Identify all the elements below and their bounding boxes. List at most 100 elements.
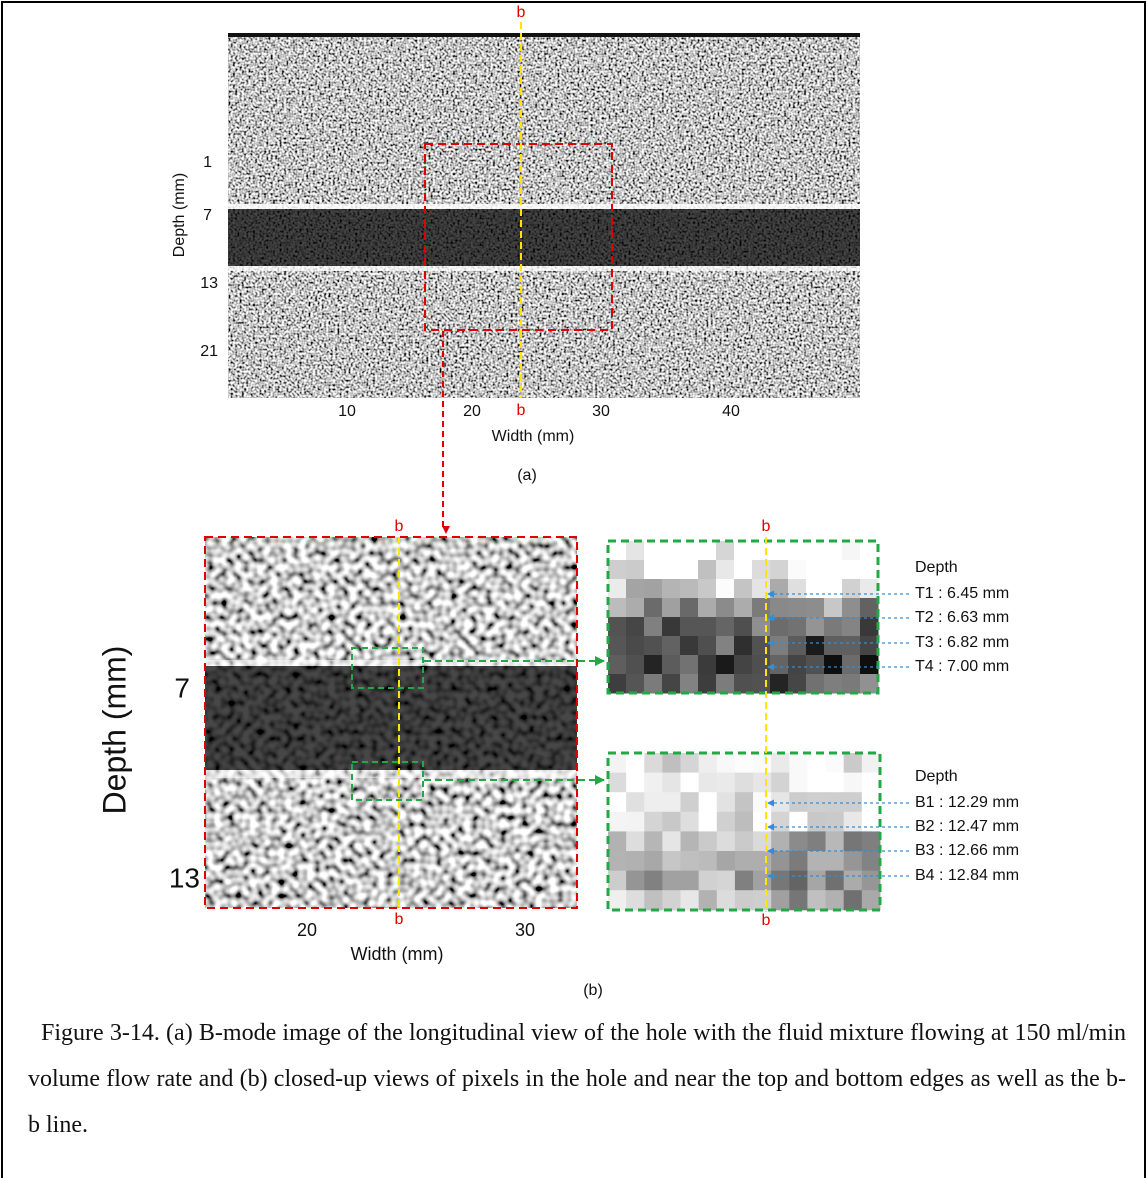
- pixel: [771, 890, 790, 911]
- pixel: [644, 541, 663, 561]
- pixel: [680, 636, 699, 656]
- pixel: [608, 753, 627, 774]
- pixel-grid-bottom: [608, 753, 881, 911]
- pixel: [734, 753, 754, 774]
- pixel: [662, 579, 681, 599]
- pixel: [807, 811, 827, 832]
- pixel: [734, 541, 753, 561]
- pixel: [843, 851, 863, 872]
- pixel: [824, 674, 843, 694]
- pixel: [626, 811, 645, 832]
- pixel: [662, 617, 681, 637]
- pixel: [662, 655, 681, 675]
- pixel: [789, 753, 808, 774]
- pixel: [842, 560, 861, 580]
- pixel: [843, 772, 863, 793]
- pixel: [842, 541, 861, 561]
- pixel: [860, 655, 879, 675]
- b-label: b: [762, 518, 771, 535]
- pixel: [698, 811, 718, 832]
- pixel: [752, 541, 771, 561]
- pixel: [698, 674, 717, 694]
- pixel: [626, 598, 645, 618]
- pixel: [734, 890, 754, 911]
- depth-label: B1 : 12.29 mm: [915, 794, 1019, 811]
- pixel: [860, 598, 879, 618]
- pixel: [789, 831, 808, 852]
- pixel: [644, 890, 663, 911]
- pixel: [788, 598, 807, 618]
- pixel: [824, 655, 843, 675]
- pixel: [626, 792, 645, 813]
- x-tick-label: 30: [515, 920, 535, 940]
- pixel: [824, 541, 843, 561]
- pixel: [825, 831, 845, 852]
- y-axis-label: Depth (mm): [96, 646, 132, 815]
- pixel: [789, 811, 808, 832]
- zoomed-image: [205, 537, 577, 908]
- pixel: [716, 617, 735, 637]
- pixel: [806, 541, 825, 561]
- pixel: [825, 753, 845, 774]
- pixel: [734, 598, 753, 618]
- pixel: [608, 811, 627, 832]
- pixel: [842, 655, 861, 675]
- pixel: [680, 851, 700, 872]
- pixel: [716, 636, 735, 656]
- pixel: [807, 870, 827, 891]
- pixel: [734, 579, 753, 599]
- pixel: [698, 541, 717, 561]
- pixel: [716, 792, 736, 813]
- y-tick-label: 13: [169, 862, 200, 893]
- pixel: [662, 541, 681, 561]
- pixel: [626, 753, 645, 774]
- pixel: [806, 560, 825, 580]
- pixel: [788, 560, 807, 580]
- pixel: [698, 792, 718, 813]
- pixel: [662, 772, 682, 793]
- pixel: [626, 831, 645, 852]
- edge-region: [351, 647, 424, 689]
- b-label: b: [517, 4, 526, 21]
- pixel: [698, 831, 718, 852]
- pixel: [644, 560, 663, 580]
- pixel: [698, 890, 718, 911]
- x-tick-label: 20: [463, 403, 481, 420]
- pixel: [734, 617, 753, 637]
- pixel: [752, 598, 771, 618]
- pixel: [608, 579, 627, 599]
- pixel: [752, 579, 771, 599]
- depth-label: T2 : 6.63 mm: [915, 609, 1009, 626]
- pixel: [807, 792, 827, 813]
- pixel: [771, 811, 790, 832]
- pixel: [861, 811, 881, 832]
- pixel: [753, 811, 772, 832]
- pixel: [716, 851, 736, 872]
- pixel: [770, 579, 789, 599]
- pixel: [861, 792, 881, 813]
- depth-label: B2 : 12.47 mm: [915, 818, 1019, 835]
- pixel: [771, 851, 790, 872]
- pixel: [644, 792, 663, 813]
- pixel: [806, 674, 825, 694]
- pixel: [662, 636, 681, 656]
- pixel: [608, 851, 627, 872]
- pixel: [807, 753, 827, 774]
- pixel: [644, 617, 663, 637]
- depth-label: T3 : 6.82 mm: [915, 634, 1009, 651]
- pixel: [861, 870, 881, 891]
- pixel: [626, 636, 645, 656]
- pixel: [789, 890, 808, 911]
- pixel: [662, 560, 681, 580]
- pixel: [806, 617, 825, 637]
- pixel: [608, 772, 627, 793]
- pixel: [662, 674, 681, 694]
- pixel: [771, 792, 790, 813]
- pixel: [716, 890, 736, 911]
- pixel: [860, 674, 879, 694]
- pixel: [644, 831, 663, 852]
- pixel: [716, 674, 735, 694]
- pixel: [680, 890, 700, 911]
- pixel: [608, 890, 627, 911]
- b-label: b: [395, 518, 404, 535]
